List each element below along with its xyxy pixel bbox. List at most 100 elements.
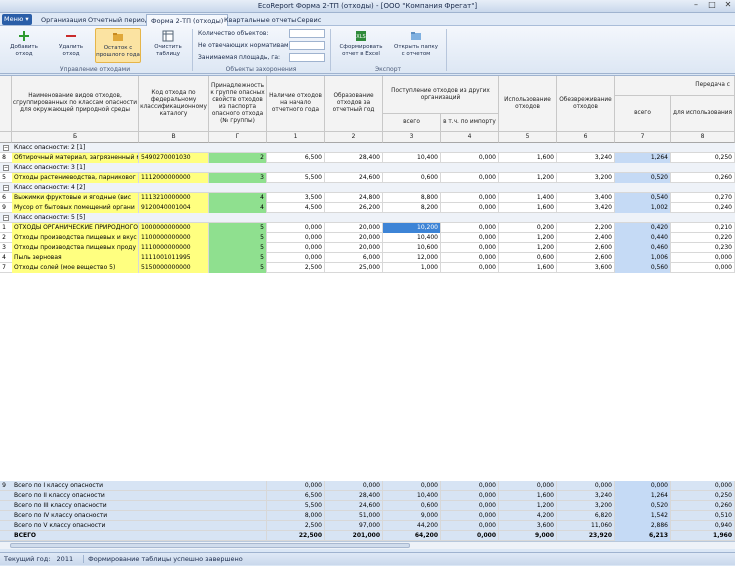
cell-c2[interactable]: 24,800 [325,193,383,203]
close-icon[interactable]: ✕ [724,0,732,9]
carry-over-button[interactable]: Остаток с прошлого года [95,28,141,63]
cell-name[interactable]: Отходы производства пищевых и вкус [12,233,139,243]
maximize-icon[interactable]: □ [708,0,716,9]
cell-c5[interactable]: 1,200 [499,233,557,243]
cell-c2[interactable]: 20,000 [325,243,383,253]
group-row[interactable]: − Класс опасности: 2 [1] [0,143,735,153]
cell-c3[interactable]: 8,800 [383,193,441,203]
total-row[interactable]: ВСЕГО 22,500 201,000 64,200 0,000 9,000 23,920… [0,531,735,541]
column-header-used[interactable]: Использование отходов [499,76,557,132]
table-row[interactable]: 7 Отходы солей (мое вещество 5) 5150000000… [0,263,735,273]
cell-grp[interactable]: 5 [209,223,267,233]
table-row[interactable]: 8 Обтирочный материал, загрязненный м 5490… [0,153,735,163]
cell-c1[interactable]: 0,000 [267,233,325,243]
cell-c1[interactable]: 0,000 [267,223,325,233]
cell-c1[interactable]: 3,500 [267,193,325,203]
group-row[interactable]: − Класс опасности: 3 [1] [0,163,735,173]
cell-c6[interactable]: 2,600 [557,253,615,263]
column-header-code[interactable]: Код отхода по федеральному классификацио… [139,76,209,132]
cell-c1[interactable]: 0,000 [267,253,325,263]
cell-c8[interactable]: 0,270 [671,193,735,203]
column-header-received-import[interactable]: в т.ч. по импорту [441,114,499,132]
column-header-transfer[interactable]: Передача с [615,76,735,96]
cell-c3[interactable]: 0,600 [383,173,441,183]
cell-c1[interactable]: 4,500 [267,203,325,213]
collapse-icon[interactable]: − [3,145,9,151]
cell-grp[interactable]: 5 [209,263,267,273]
cell-grp[interactable]: 5 [209,253,267,263]
app-menu-button[interactable]: Меню ▾ [2,14,32,25]
cell-c2[interactable]: 25,000 [325,263,383,273]
cell-code[interactable]: 1000000000000 [139,223,209,233]
group-row[interactable]: − Класс опасности: 5 [5] [0,213,735,223]
cell-c3[interactable]: 10,600 [383,243,441,253]
cell-name[interactable]: Обтирочный материал, загрязненный м [12,153,139,163]
cell-c8[interactable]: 0,000 [671,253,735,263]
cell-c1[interactable]: 6,500 [267,153,325,163]
cell-c8[interactable]: 0,000 [671,263,735,273]
cell-c3[interactable]: 8,200 [383,203,441,213]
cell-c3[interactable]: 10,200 [383,223,441,233]
collapse-icon[interactable]: − [3,165,9,171]
clear-table-button[interactable]: Очистить таблицу [150,28,186,57]
cell-grp[interactable]: 3 [209,173,267,183]
cell-c6[interactable]: 3,400 [557,193,615,203]
table-row[interactable]: 9 Мусор от бытовых помещений органи 912004… [0,203,735,213]
cell-c6[interactable]: 3,600 [557,263,615,273]
table-row[interactable]: 3 Отходы производства пищевых проду 111000… [0,243,735,253]
cell-c1[interactable]: 0,000 [267,243,325,253]
cell-c8[interactable]: 0,260 [671,173,735,183]
cell-c7[interactable]: 0,540 [615,193,671,203]
cell-c8[interactable]: 0,240 [671,203,735,213]
total-row[interactable]: 9 Всего по I классу опасности 0,000 0,000 0,… [0,481,735,491]
column-header-start[interactable]: Наличие отходов на начало отчетного года [267,76,325,132]
column-header-neutral[interactable]: Обезвреживание отходов [557,76,615,132]
cell-c3[interactable]: 1,000 [383,263,441,273]
table-row[interactable]: 1 ОТХОДЫ ОРГАНИЧЕСКИЕ ПРИРОДНОГО 100000000… [0,223,735,233]
cell-c2[interactable]: 28,400 [325,153,383,163]
cell-name[interactable]: ОТХОДЫ ОРГАНИЧЕСКИЕ ПРИРОДНОГО [12,223,139,233]
cell-name[interactable]: Мусор от бытовых помещений органи [12,203,139,213]
export-excel-button[interactable]: XLS Сформировать отчет в Excel [335,28,387,57]
cell-c3[interactable]: 10,400 [383,233,441,243]
cell-code[interactable]: 1100000000000 [139,233,209,243]
cell-c2[interactable]: 24,600 [325,173,383,183]
cell-c7[interactable]: 1,264 [615,153,671,163]
cell-c2[interactable]: 20,000 [325,233,383,243]
cell-name[interactable]: Выжимки фруктовые и ягодные (вис [12,193,139,203]
cell-c1[interactable]: 5,500 [267,173,325,183]
cell-c4[interactable]: 0,000 [441,193,499,203]
area-input[interactable] [289,53,325,62]
cell-code[interactable]: 1113210000000 [139,193,209,203]
delete-waste-button[interactable]: Удалить отход [53,28,89,57]
cell-c2[interactable]: 6,000 [325,253,383,263]
table-row[interactable]: 2 Отходы производства пищевых и вкус 11000… [0,233,735,243]
cell-c2[interactable]: 26,200 [325,203,383,213]
cell-grp[interactable]: 5 [209,233,267,243]
total-row[interactable]: Всего по III классу опасности 5,500 24,600… [0,501,735,511]
cell-grp[interactable]: 5 [209,243,267,253]
total-row[interactable]: Всего по II классу опасности 6,500 28,400 1… [0,491,735,501]
cell-c4[interactable]: 0,000 [441,243,499,253]
cell-c7[interactable]: 0,560 [615,263,671,273]
cell-c6[interactable]: 3,200 [557,173,615,183]
cell-c1[interactable]: 2,500 [267,263,325,273]
column-header-group[interactable]: Принадлежность к группе опасных свойств … [209,76,267,132]
cell-c6[interactable]: 2,200 [557,223,615,233]
cell-c8[interactable]: 0,250 [671,153,735,163]
cell-name[interactable]: Отходы растениеводства, парниковог [12,173,139,183]
cell-c6[interactable]: 3,420 [557,203,615,213]
cell-code[interactable]: 1112000000000 [139,173,209,183]
non-normative-input[interactable] [289,41,325,50]
tab-quarterly[interactable]: Квартальные отчеты [224,16,297,24]
total-row[interactable]: Всего по V классу опасности 2,500 97,000 44… [0,521,735,531]
cell-grp[interactable]: 2 [209,153,267,163]
cell-c5[interactable]: 1,600 [499,153,557,163]
cell-name[interactable]: Пыль зерновая [12,253,139,263]
cell-c6[interactable]: 3,240 [557,153,615,163]
horizontal-scrollbar[interactable] [0,541,735,549]
cell-code[interactable]: 5150000000000 [139,263,209,273]
cell-c5[interactable]: 1,600 [499,203,557,213]
cell-grp[interactable]: 4 [209,203,267,213]
cell-c7[interactable]: 0,520 [615,173,671,183]
